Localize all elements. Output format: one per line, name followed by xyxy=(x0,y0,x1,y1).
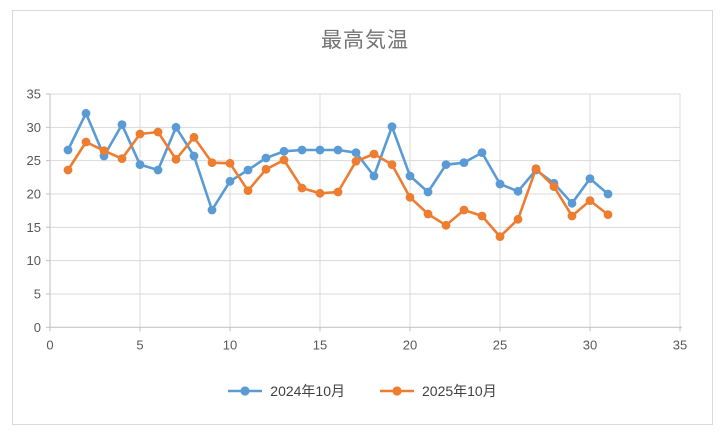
y-tick-label: 15 xyxy=(27,220,41,235)
x-tick-label: 30 xyxy=(583,337,597,352)
legend-item-2025[interactable]: 2025年10月 xyxy=(379,381,497,401)
x-tick-label: 25 xyxy=(493,337,507,352)
data-point-2024年10月-day10 xyxy=(225,176,235,186)
chart-title[interactable]: 最高気温 xyxy=(321,29,409,52)
data-point-2024年10月-day9 xyxy=(207,205,217,215)
data-point-2025年10月-day10 xyxy=(225,158,235,168)
data-point-2025年10月-day18 xyxy=(369,149,379,159)
data-point-2025年10月-day31 xyxy=(603,210,613,220)
data-point-2025年10月-day27 xyxy=(531,164,541,174)
data-point-2025年10月-day25 xyxy=(495,232,505,242)
data-point-2024年10月-day7 xyxy=(171,122,181,132)
data-point-2024年10月-day21 xyxy=(423,187,433,197)
data-point-2025年10月-day29 xyxy=(567,211,577,221)
data-point-2024年10月-day13 xyxy=(279,146,289,156)
data-point-2024年10月-day14 xyxy=(297,145,307,155)
data-point-2025年10月-day28 xyxy=(549,182,559,192)
data-point-2024年10月-day20 xyxy=(405,171,415,181)
data-point-2024年10月-day26 xyxy=(513,186,523,196)
y-tick-label: 30 xyxy=(27,120,41,135)
data-point-2024年10月-day15 xyxy=(315,145,325,155)
data-point-2024年10月-day12 xyxy=(261,153,271,163)
legend-item-2024[interactable]: 2024年10月 xyxy=(227,381,345,401)
data-point-2024年10月-day16 xyxy=(333,145,343,155)
data-point-2025年10月-day23 xyxy=(459,205,469,215)
legend-label-2024: 2024年10月 xyxy=(270,383,345,399)
data-point-2025年10月-day2 xyxy=(81,137,91,147)
data-point-2025年10月-day22 xyxy=(441,220,451,230)
y-tick-label: 0 xyxy=(34,320,41,335)
legend: 2024年10月 2025年10月 xyxy=(0,381,724,401)
y-tick-label: 10 xyxy=(27,253,41,268)
data-point-2024年10月-day1 xyxy=(63,145,73,155)
data-point-2024年10月-day19 xyxy=(387,122,397,132)
data-point-2025年10月-day5 xyxy=(135,129,145,139)
data-point-2024年10月-day24 xyxy=(477,148,487,158)
data-point-2025年10月-day3 xyxy=(99,146,109,156)
data-point-2025年10月-day14 xyxy=(297,183,307,193)
data-point-2024年10月-day25 xyxy=(495,179,505,189)
x-tick-label: 15 xyxy=(313,337,327,352)
data-point-2025年10月-day13 xyxy=(279,155,289,165)
data-point-2025年10月-day16 xyxy=(333,187,343,197)
data-point-2025年10月-day4 xyxy=(117,154,127,164)
data-point-2025年10月-day21 xyxy=(423,209,433,219)
y-tick-label: 25 xyxy=(27,153,41,168)
chart-frame[interactable] xyxy=(12,10,713,425)
data-point-2024年10月-day22 xyxy=(441,160,451,170)
x-tick-label: 0 xyxy=(46,337,53,352)
data-point-2025年10月-day12 xyxy=(261,164,271,174)
y-tick-label: 5 xyxy=(34,286,41,301)
data-point-2024年10月-day29 xyxy=(567,198,577,208)
data-point-2024年10月-day5 xyxy=(135,160,145,170)
legend-marker-series1-icon xyxy=(228,386,263,396)
data-point-2025年10月-day1 xyxy=(63,165,73,175)
x-tick-label: 20 xyxy=(403,337,417,352)
data-point-2025年10月-day17 xyxy=(351,156,361,166)
data-point-2025年10月-day20 xyxy=(405,192,415,202)
data-point-2025年10月-day30 xyxy=(585,196,595,206)
data-point-2024年10月-day30 xyxy=(585,174,595,184)
data-point-2024年10月-day2 xyxy=(81,108,91,118)
data-point-2024年10月-day18 xyxy=(369,171,379,181)
legend-label-2025: 2025年10月 xyxy=(422,383,497,399)
data-point-2024年10月-day8 xyxy=(189,151,199,161)
data-point-2024年10月-day23 xyxy=(459,158,469,168)
data-point-2025年10月-day9 xyxy=(207,158,217,168)
y-tick-label: 20 xyxy=(27,186,41,201)
data-point-2025年10月-day7 xyxy=(171,154,181,164)
data-point-2025年10月-day11 xyxy=(243,186,253,196)
data-point-2025年10月-day6 xyxy=(153,127,163,137)
data-point-2024年10月-day17 xyxy=(351,148,361,158)
data-point-2024年10月-day11 xyxy=(243,165,253,175)
data-point-2025年10月-day19 xyxy=(387,160,397,170)
data-point-2024年10月-day31 xyxy=(603,189,613,199)
x-tick-label: 35 xyxy=(673,337,687,352)
x-tick-label: 5 xyxy=(136,337,143,352)
data-point-2025年10月-day24 xyxy=(477,211,487,221)
data-point-2024年10月-day4 xyxy=(117,120,127,130)
data-point-2025年10月-day15 xyxy=(315,188,325,198)
data-point-2024年10月-day6 xyxy=(153,165,163,175)
data-point-2025年10月-day26 xyxy=(513,214,523,224)
x-tick-label: 10 xyxy=(223,337,237,352)
data-point-2025年10月-day8 xyxy=(189,132,199,142)
legend-marker-series2-icon xyxy=(380,386,414,396)
y-tick-label: 35 xyxy=(27,87,41,102)
